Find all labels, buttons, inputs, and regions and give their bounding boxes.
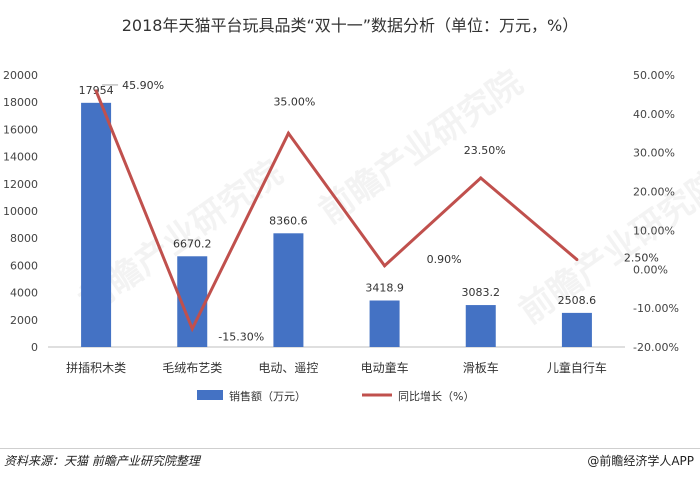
chart-title: 2018年天猫平台玩具品类“双十一”数据分析（单位：万元，%） [121,16,579,35]
y-right-tick-label: 0.00% [633,263,668,276]
y-right-tick-label: 40.00% [633,108,675,121]
y-right-tick-label: -10.00% [633,302,679,315]
legend-bar-label: 销售额（万元） [229,389,306,403]
growth-point [286,131,290,135]
growth-point [383,264,387,268]
growth-point [190,327,194,331]
legend-line-label: 同比增长（%） [398,389,474,403]
y-right-tick-label: -20.00% [633,341,679,354]
x-category-label: 毛绒布艺类 [162,361,222,375]
footer-divider [0,448,700,449]
growth-value-label: 45.90% [122,79,164,92]
growth-value-label: 2.50% [624,252,659,265]
x-category-label: 儿童自行车 [547,360,607,375]
bar-value-label: 3083.2 [462,286,501,299]
growth-value-label: -15.30% [218,331,264,344]
x-category-label: 电动、遥控 [258,361,318,375]
bar-6 [561,312,592,347]
y-left-tick-label: 20000 [3,69,38,82]
y-left-tick-label: 18000 [3,96,38,109]
y-left-tick-label: 0 [31,341,38,354]
y-right-tick-label: 10.00% [633,224,675,237]
x-category-label: 滑板车 [463,360,499,375]
y-left-tick-label: 4000 [10,287,38,300]
bar-value-label: 3418.9 [365,282,404,295]
growth-line [94,90,578,333]
y-left-tick-label: 10000 [3,205,38,218]
y-right-tick-label: 30.00% [633,147,675,160]
growth-value-label: 23.50% [464,144,506,157]
growth-value-label: 35.00% [273,95,315,108]
x-category-label: 拼插积木类 [66,361,126,375]
legend-bar-swatch [197,390,223,400]
bar-value-label: 2508.6 [558,294,597,307]
growth-point [479,176,483,180]
growth-point [575,258,579,262]
bar-value-label: 8360.6 [269,214,308,227]
y-left-tick-label: 6000 [10,259,38,272]
bar-3 [273,233,304,347]
brand-credit: @前瞻经济学人APP [587,454,694,468]
y-left-tick-label: 14000 [3,151,38,164]
y-left-tick-label: 2000 [10,314,38,327]
combo-chart: 0 2000 4000 6000 8000 10000 12000 14000 16000 180… [3,69,679,403]
bar-5 [465,305,496,347]
y-right-tick-label: 50.00% [633,69,675,82]
bar-value-label: 6670.2 [173,237,212,250]
growth-value-label: 0.90% [427,253,462,266]
y-left-tick-label: 16000 [3,123,38,136]
source-note: 资料来源：天猫 前瞻产业研究院整理 [4,454,200,468]
growth-point [94,89,98,93]
y-right-tick-label: 20.00% [633,186,675,199]
bar-4 [369,300,400,347]
bar-1 [81,102,112,348]
y-left-tick-label: 12000 [3,178,38,191]
y-left-tick-label: 8000 [10,232,38,245]
x-category-label: 电动童车 [361,360,409,375]
